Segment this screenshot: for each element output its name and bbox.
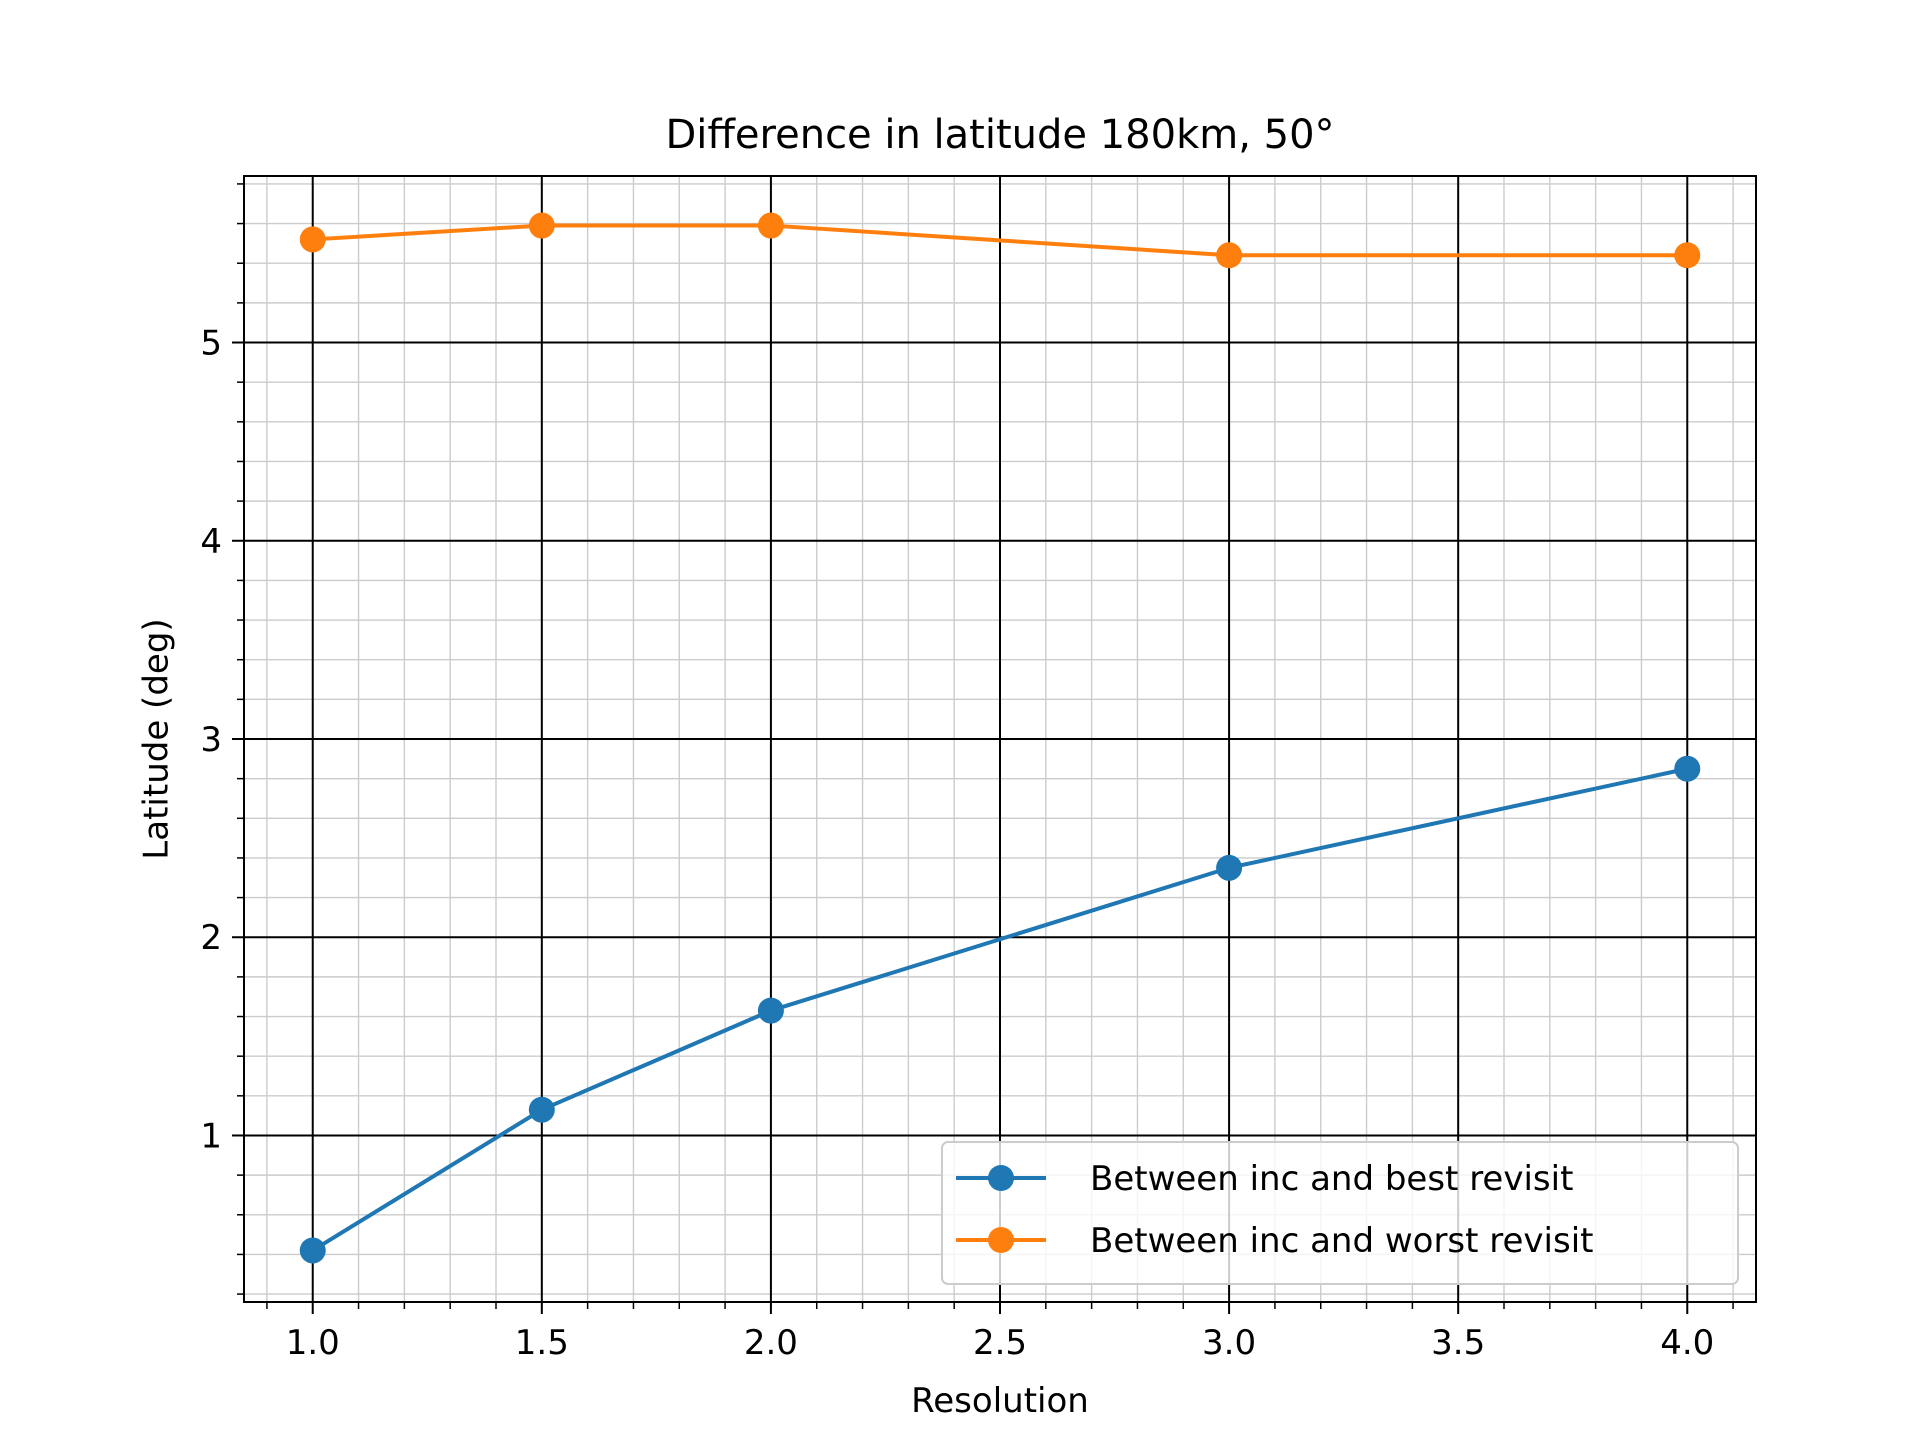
legend-marker-1: [988, 1165, 1014, 1191]
x-tick-label: 1.5: [515, 1323, 569, 1363]
y-tick-label: 3: [200, 720, 222, 760]
y-tick-label: 4: [200, 522, 222, 562]
x-tick-label: 4.0: [1660, 1323, 1714, 1363]
chart-title: Difference in latitude 180km, 50°: [665, 112, 1334, 158]
x-tick-label: 3.5: [1431, 1323, 1485, 1363]
series-1-point: [1216, 854, 1243, 881]
legend: Between inc and best revisit Between inc …: [941, 1141, 1739, 1285]
y-tick-label: 2: [200, 918, 222, 958]
series-1-point: [299, 1237, 326, 1264]
series-1-point: [1674, 755, 1701, 782]
series-2-point: [528, 212, 555, 239]
series-2-point: [757, 212, 784, 239]
legend-label-1: Between inc and best revisit: [1090, 1159, 1573, 1199]
legend-marker-2: [988, 1227, 1014, 1253]
y-axis-label: Latitude (deg): [137, 618, 177, 859]
series-1-point: [757, 997, 784, 1024]
y-tick-label: 1: [200, 1116, 222, 1156]
series-2-point: [299, 226, 326, 253]
y-tick-label: 5: [200, 324, 222, 364]
series-1-point: [528, 1096, 555, 1123]
x-tick-label: 2.5: [973, 1323, 1027, 1363]
x-tick-label: 3.0: [1202, 1323, 1256, 1363]
x-tick-label: 2.0: [744, 1323, 798, 1363]
legend-label-2: Between inc and worst revisit: [1090, 1221, 1594, 1261]
series-2-point: [1216, 242, 1243, 269]
series-2-point: [1674, 242, 1701, 269]
x-tick-label: 1.0: [286, 1323, 340, 1363]
legend-box: [941, 1141, 1739, 1285]
x-axis-label: Resolution: [911, 1381, 1089, 1421]
